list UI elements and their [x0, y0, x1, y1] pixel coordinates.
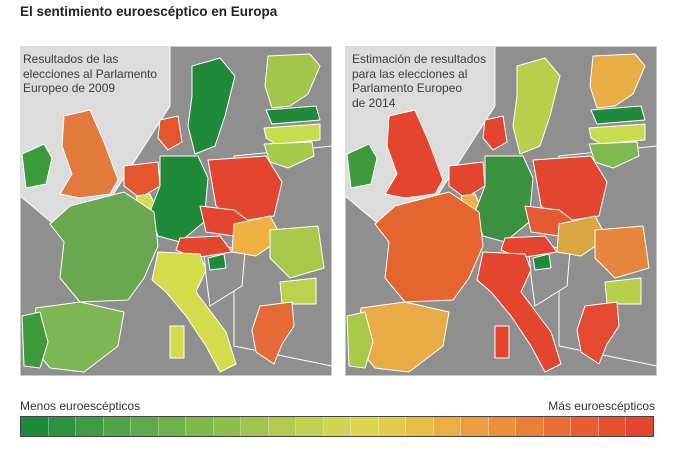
legend-swatch [488, 417, 517, 436]
country-france [49, 191, 159, 303]
country-latvia [588, 123, 646, 145]
map-2014: Estimación de resultados para las elecci… [345, 46, 657, 376]
country-united-kingdom [59, 109, 119, 199]
legend-swatch [516, 417, 544, 436]
country-portugal [346, 311, 374, 369]
europe-map-2009 [20, 46, 332, 376]
legend-swatch [131, 417, 159, 436]
europe-map-2014 [345, 46, 657, 376]
legend-swatch [268, 417, 297, 436]
country-greece [251, 301, 295, 365]
country-austria [500, 235, 558, 259]
country-benelux [448, 161, 486, 199]
map-2009-caption: Resultados de las elecciones al Parlamen… [23, 52, 158, 95]
country-latvia [263, 123, 321, 145]
country-austria [175, 235, 233, 259]
country-sardinia [169, 325, 185, 359]
legend-swatch [378, 417, 407, 436]
country-ireland [346, 143, 378, 189]
country-sweden [512, 57, 561, 155]
country-bulgaria [279, 277, 317, 305]
legend-max-label: Más euroescépticos [548, 399, 655, 413]
country-portugal [21, 311, 49, 369]
legend-swatch [351, 417, 379, 436]
country-italy [476, 251, 562, 373]
country-denmark [482, 115, 508, 151]
country-slovenia [532, 253, 552, 271]
country-sardinia [494, 325, 510, 359]
country-lithuania [263, 141, 315, 169]
country-poland [207, 155, 283, 223]
country-estonia [590, 105, 646, 125]
legend-swatch [241, 417, 269, 436]
legend-min-label: Menos euroescépticos [20, 399, 141, 413]
country-ireland [21, 143, 53, 189]
country-sweden [187, 57, 236, 155]
country-italy [151, 251, 237, 373]
country-romania [594, 225, 650, 279]
legend-swatch [296, 417, 324, 436]
country-estonia [265, 105, 321, 125]
legend-swatch [571, 417, 599, 436]
legend-swatch [76, 417, 104, 436]
country-benelux [123, 161, 161, 199]
legend-swatch [186, 417, 214, 436]
map-2009: Resultados de las elecciones al Parlamen… [20, 46, 332, 376]
chart-title: El sentimiento euroescéptico en Europa [20, 4, 278, 19]
legend-swatch [461, 417, 489, 436]
legend-swatch [21, 417, 49, 436]
legend-swatch [433, 417, 462, 436]
legend-swatch [543, 417, 572, 436]
color-scale-legend [20, 416, 654, 437]
country-denmark [157, 115, 183, 151]
country-finland [589, 53, 646, 109]
country-greece [576, 301, 620, 365]
country-bulgaria [604, 277, 642, 305]
legend-swatch [406, 417, 434, 436]
map-2014-caption: Estimación de resultados para las elecci… [352, 52, 487, 110]
country-united-kingdom [384, 109, 444, 199]
legend-swatch [48, 417, 77, 436]
country-slovenia [207, 253, 227, 271]
country-romania [269, 225, 325, 279]
country-poland [532, 155, 608, 223]
legend-swatch [323, 417, 352, 436]
legend-swatch [598, 417, 627, 436]
country-france [374, 191, 484, 303]
country-lithuania [588, 141, 640, 169]
country-finland [264, 53, 321, 109]
legend-swatch [103, 417, 132, 436]
legend-swatch [158, 417, 187, 436]
legend-swatch [626, 417, 653, 436]
legend-swatch [213, 417, 242, 436]
